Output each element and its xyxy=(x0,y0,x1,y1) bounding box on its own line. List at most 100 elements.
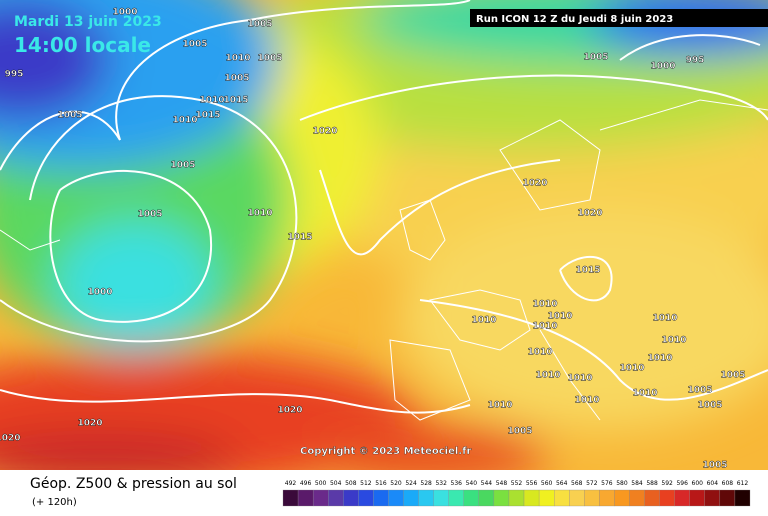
scale-swatch xyxy=(358,489,374,507)
isobar-label: 1020 xyxy=(277,406,302,416)
scale-swatch xyxy=(659,489,675,507)
scale-label: 496 xyxy=(300,480,312,487)
isobar-label: 1000 xyxy=(650,62,675,72)
scale-label: 552 xyxy=(511,480,523,487)
isobar-label: 995 xyxy=(5,70,24,80)
isobar-label: 1010 xyxy=(247,209,272,219)
isobar-label: 1010 xyxy=(547,312,572,322)
scale-swatch xyxy=(297,489,314,507)
scale-label: 516 xyxy=(375,480,387,487)
isobar-label: 1010 xyxy=(225,54,250,64)
isobar-label: 1010 xyxy=(652,314,677,324)
isobar-label: 1015 xyxy=(575,266,600,276)
isobar-label: 1010 xyxy=(619,364,644,374)
scale-label: 504 xyxy=(330,480,342,487)
scale-swatch xyxy=(734,489,751,507)
scale-swatch xyxy=(373,489,389,507)
legend-title: Géop. Z500 & pression au sol xyxy=(30,476,237,492)
scale-swatch xyxy=(403,489,419,507)
scale-swatch xyxy=(282,489,299,507)
isobar-label: 1010 xyxy=(527,348,552,358)
isobar-label: 1015 xyxy=(195,111,220,121)
scale-label: 608 xyxy=(722,480,734,487)
scale-label: 572 xyxy=(586,480,598,487)
isobar-label: 1010 xyxy=(471,316,496,326)
forecast-date: Mardi 13 juin 2023 xyxy=(14,14,162,30)
scale-label: 596 xyxy=(676,480,688,487)
isobar-label: 1020 xyxy=(522,179,547,189)
isobar-label: 995 xyxy=(686,56,705,66)
scale-swatch xyxy=(418,489,434,507)
field xyxy=(0,0,768,470)
isobar-label: 1005 xyxy=(687,386,712,396)
isobar-label: 1010 xyxy=(487,401,512,411)
isobar-label: 1000 xyxy=(112,8,137,18)
isobar-label: 1005 xyxy=(697,401,722,411)
scale-label: 584 xyxy=(631,480,643,487)
legend-subtitle: (+ 120h) xyxy=(32,497,77,508)
isobar-label: 1010 xyxy=(567,374,592,384)
scale-label: 544 xyxy=(481,480,493,487)
isobar-label: 1010 xyxy=(199,96,224,106)
isobar-label: 1020 xyxy=(0,434,21,444)
isobar-label: 1010 xyxy=(172,116,197,126)
isobar-label: 1005 xyxy=(170,161,195,171)
scale-swatch xyxy=(433,489,449,507)
scale-label: 556 xyxy=(526,480,538,487)
scale-swatch xyxy=(614,489,630,507)
scale-label: 524 xyxy=(405,480,417,487)
isobar-label: 1000 xyxy=(87,288,112,298)
isobar-label: 1005 xyxy=(137,210,162,220)
scale-swatch xyxy=(343,489,359,507)
scale-label: 528 xyxy=(420,480,432,487)
scale-swatch xyxy=(719,489,736,507)
isobar-label: 1020 xyxy=(312,127,337,137)
scale-label: 492 xyxy=(285,480,297,487)
scale-label: 576 xyxy=(601,480,613,487)
scale-swatch xyxy=(538,489,555,507)
isobar-label: 1005 xyxy=(257,54,282,64)
isobar-label: 1010 xyxy=(535,371,560,381)
isobar-label: 1005 xyxy=(182,40,207,50)
scale-swatch xyxy=(508,489,525,507)
isobar-label: 1005 xyxy=(247,20,272,30)
scale-swatch xyxy=(569,489,585,507)
scale-label: 600 xyxy=(692,480,704,487)
scale-label: 604 xyxy=(707,480,719,487)
run-box xyxy=(470,9,768,27)
isobar-label: 1015 xyxy=(287,233,312,243)
scale-swatch xyxy=(463,489,479,507)
isobar-label: 1005 xyxy=(720,371,745,381)
scale-label: 548 xyxy=(496,480,508,487)
isobar-label: 1010 xyxy=(632,389,657,399)
isobar-label: 1020 xyxy=(577,209,602,219)
scale-label: 536 xyxy=(451,480,463,487)
scale-swatch xyxy=(388,489,404,507)
isobar-label: 1010 xyxy=(532,300,557,310)
isobar-label: 1010 xyxy=(647,354,672,364)
scale-swatch xyxy=(674,489,690,507)
scale-swatch xyxy=(704,489,721,507)
scale-swatch xyxy=(448,489,464,507)
isobar-label: 1010 xyxy=(532,322,557,332)
scale-label: 500 xyxy=(315,480,327,487)
scale-label: 568 xyxy=(571,480,583,487)
scale-label: 540 xyxy=(466,480,478,487)
isobar-label: 1005 xyxy=(583,53,608,63)
scale-swatch xyxy=(523,489,540,507)
scale-label: 588 xyxy=(646,480,658,487)
scale-swatch xyxy=(644,489,660,507)
scale-label: 508 xyxy=(345,480,357,487)
isobar-label: 1005 xyxy=(702,461,727,471)
scale-swatch xyxy=(629,489,645,507)
copyright: Copyright © 2023 Meteociel.fr xyxy=(300,446,471,457)
scale-swatch xyxy=(478,489,495,507)
isobar-label: 1005 xyxy=(224,74,249,84)
scale-label: 580 xyxy=(616,480,628,487)
isobar-label: 1005 xyxy=(57,111,82,121)
isobar-label: 1005 xyxy=(507,427,532,437)
scale-swatch xyxy=(493,489,510,507)
isobar-label: 1020 xyxy=(77,419,102,429)
